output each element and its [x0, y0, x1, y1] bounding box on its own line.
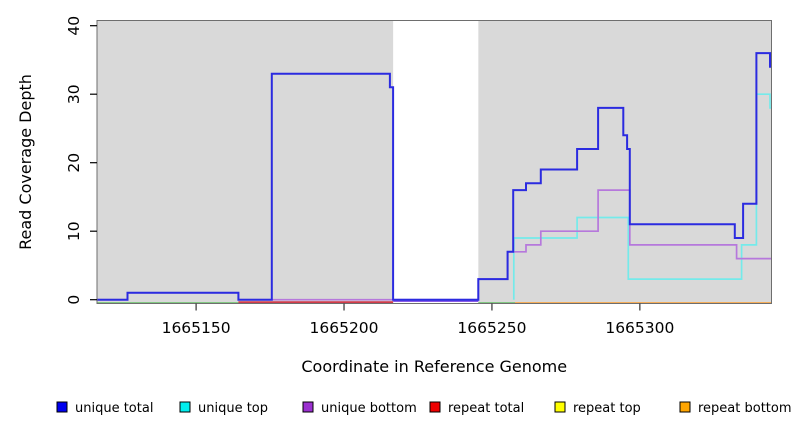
y-tick-label: 30 [65, 84, 83, 104]
x-axis-title: Coordinate in Reference Genome [301, 357, 567, 376]
coverage-window-region [97, 20, 394, 304]
legend-label-repeat-total: repeat total [448, 401, 524, 416]
legend-swatch-unique-bottom [302, 401, 314, 413]
y-axis-title: Read Coverage Depth [16, 74, 35, 250]
coverage-window-region [478, 20, 772, 304]
y-tick-label: 40 [65, 16, 83, 36]
legend-label-unique-bottom: unique bottom [321, 401, 417, 416]
x-tick-label: 1665200 [310, 319, 379, 337]
x-tick-label: 1665150 [162, 319, 231, 337]
legend-swatch-repeat-bottom [679, 401, 691, 413]
y-tick-label: 0 [65, 295, 83, 305]
legend-label-unique-total: unique total [75, 401, 153, 416]
legend-swatch-unique-top [179, 401, 191, 413]
legend-label-unique-top: unique top [198, 401, 268, 416]
legend-label-repeat-bottom: repeat bottom [698, 401, 792, 416]
x-tick-label: 1665250 [457, 319, 526, 337]
series-unique-total [97, 52, 772, 301]
series-unique-top [512, 93, 772, 300]
legend-swatch-repeat-total [429, 401, 441, 413]
plot-box [96, 20, 772, 304]
legend-swatch-repeat-top [554, 401, 566, 413]
x-tick-label: 1665300 [605, 319, 674, 337]
y-tick-label: 20 [65, 153, 83, 173]
y-tick-label: 10 [65, 221, 83, 241]
legend-label-repeat-top: repeat top [573, 401, 641, 416]
legend-swatch-unique-total [56, 401, 68, 413]
